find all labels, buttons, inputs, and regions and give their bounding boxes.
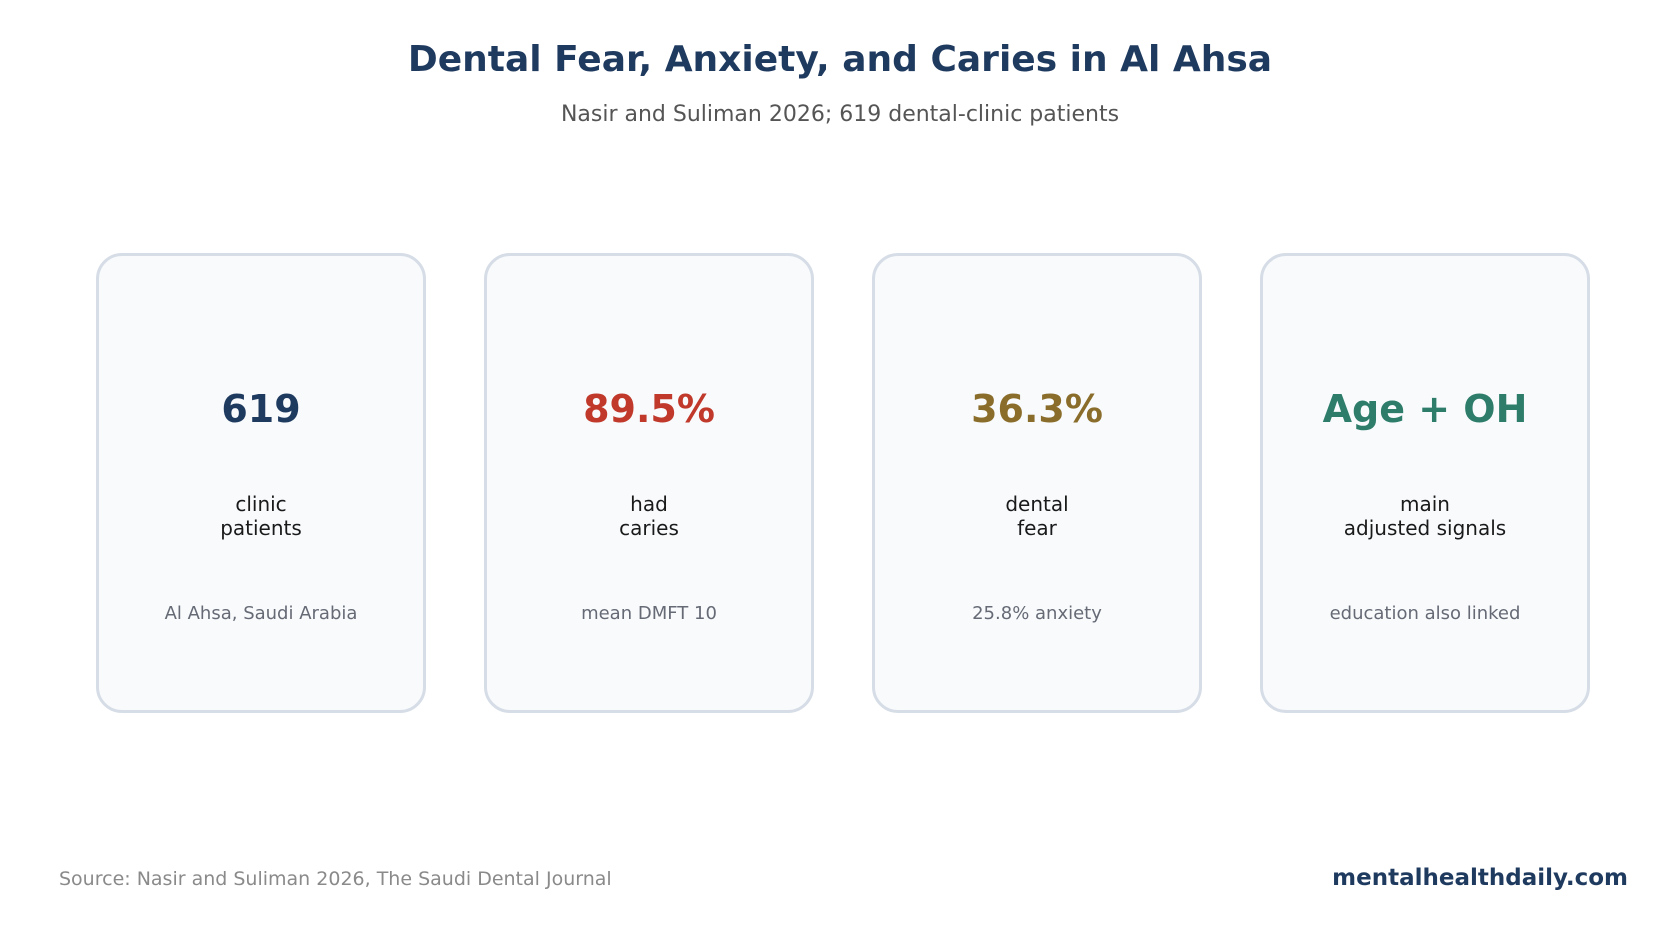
stat-note: mean DMFT 10 — [581, 603, 717, 624]
stat-label-line-2: fear — [1017, 516, 1057, 540]
stat-label-line-2: adjusted signals — [1343, 516, 1507, 540]
stat-value: 619 — [221, 387, 301, 431]
stat-cards: 619 clinic patients Al Ahsa, Saudi Arabi… — [96, 253, 1590, 715]
stat-card-patients: 619 clinic patients Al Ahsa, Saudi Arabi… — [96, 253, 426, 713]
stat-label-line-1: clinic — [235, 492, 287, 516]
stat-label-line-2: patients — [220, 516, 302, 540]
stat-label: had caries — [487, 492, 811, 540]
stat-value: 36.3% — [971, 387, 1103, 431]
page-subtitle: Nasir and Suliman 2026; 619 dental-clini… — [560, 102, 1120, 127]
stat-label: clinic patients — [99, 492, 423, 540]
stat-card-dental-fear: 36.3% dental fear 25.8% anxiety — [872, 253, 1202, 713]
stat-value: 89.5% — [583, 387, 715, 431]
stat-card-signals: Age + OH main adjusted signals education… — [1260, 253, 1590, 713]
stat-value: Age + OH — [1322, 387, 1528, 431]
stat-label-line-1: dental — [1005, 492, 1069, 516]
page-title: Dental Fear, Anxiety, and Caries in Al A… — [407, 39, 1273, 80]
stat-note: education also linked — [1329, 603, 1521, 624]
stat-label: main adjusted signals — [1263, 492, 1587, 540]
stat-note: 25.8% anxiety — [972, 603, 1102, 624]
stat-label-line-1: had — [630, 492, 668, 516]
stat-note: Al Ahsa, Saudi Arabia — [164, 603, 358, 624]
brand-link[interactable]: mentalhealthdaily.com — [1332, 865, 1628, 891]
stat-card-caries: 89.5% had caries mean DMFT 10 — [484, 253, 814, 713]
stat-label-line-1: main — [1400, 492, 1450, 516]
stat-label-line-2: caries — [619, 516, 679, 540]
source-citation: Source: Nasir and Suliman 2026, The Saud… — [59, 868, 612, 890]
stat-label: dental fear — [875, 492, 1199, 540]
